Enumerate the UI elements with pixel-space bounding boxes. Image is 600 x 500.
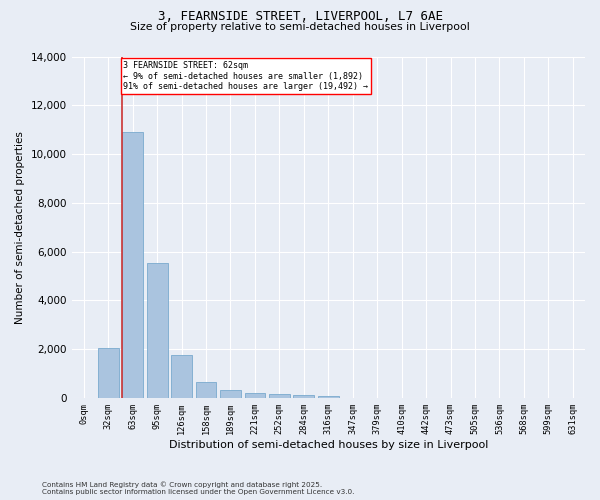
Bar [220,390,241,398]
Bar [196,382,217,398]
Bar [122,132,143,398]
Text: Contains HM Land Registry data © Crown copyright and database right 2025.
Contai: Contains HM Land Registry data © Crown c… [42,482,355,495]
Bar [147,262,167,398]
Bar [171,356,192,398]
Bar [293,395,314,398]
X-axis label: Distribution of semi-detached houses by size in Liverpool: Distribution of semi-detached houses by … [169,440,488,450]
Text: Size of property relative to semi-detached houses in Liverpool: Size of property relative to semi-detach… [130,22,470,32]
Bar [98,348,119,398]
Text: 3, FEARNSIDE STREET, LIVERPOOL, L7 6AE: 3, FEARNSIDE STREET, LIVERPOOL, L7 6AE [157,10,443,23]
Text: 3 FEARNSIDE STREET: 62sqm
← 9% of semi-detached houses are smaller (1,892)
91% o: 3 FEARNSIDE STREET: 62sqm ← 9% of semi-d… [124,62,368,91]
Y-axis label: Number of semi-detached properties: Number of semi-detached properties [15,131,25,324]
Bar [318,396,338,398]
Bar [269,394,290,398]
Bar [245,393,265,398]
